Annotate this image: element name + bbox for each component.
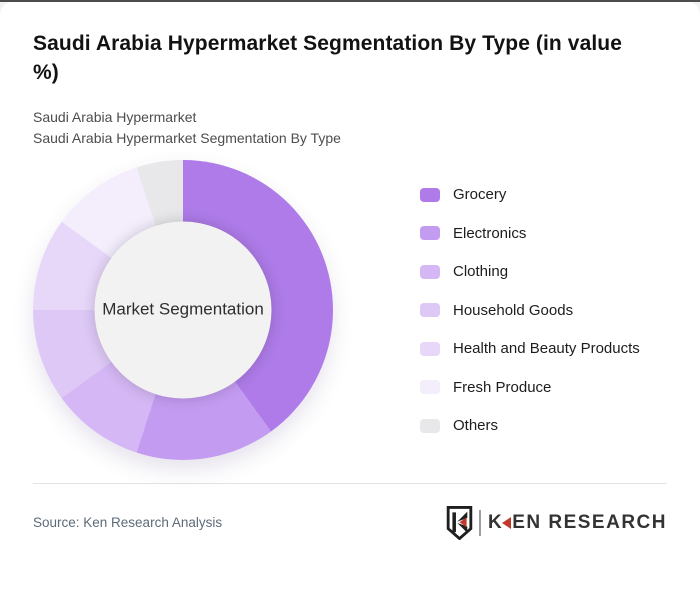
logo-wordmark-k: K <box>487 511 504 533</box>
legend-label: Electronics <box>453 224 527 242</box>
legend-label: Fresh Produce <box>453 378 552 396</box>
legend-label: Household Goods <box>453 301 574 319</box>
donut-chart: Market Segmentation <box>33 159 333 460</box>
ken-research-logo: K EN RESEARCH <box>445 505 667 540</box>
legend-item-clothing: Clothing <box>420 260 640 284</box>
subtitle-line-1: Saudi Arabia Hypermarket <box>33 108 197 125</box>
subtitle-block: Saudi Arabia Hypermarket Saudi Arabia Hy… <box>33 107 667 149</box>
legend-label: Health and Beauty Products <box>453 340 640 358</box>
logo-wordmark-rest: EN RESEARCH <box>512 511 667 533</box>
legend-swatch <box>420 187 440 202</box>
logo-red-triangle-icon <box>502 516 512 529</box>
footer-divider <box>33 482 667 484</box>
legend-item-grocery: Grocery <box>420 183 640 207</box>
legend-swatch <box>420 380 440 395</box>
legend-item-fresh-produce: Fresh Produce <box>420 375 640 399</box>
window-top-edge <box>0 0 700 2</box>
chart-legend: Grocery Electronics Clothing Household G… <box>420 160 640 438</box>
legend-item-others: Others <box>420 414 640 438</box>
legend-item-electronics: Electronics <box>420 221 640 245</box>
source-attribution: Source: Ken Research Analysis <box>33 515 223 531</box>
logo-divider-bar <box>478 509 481 536</box>
legend-swatch <box>420 418 440 433</box>
ken-research-shield-icon <box>446 505 473 540</box>
legend-item-health-beauty: Health and Beauty Products <box>420 337 640 361</box>
legend-label: Others <box>453 417 499 435</box>
donut-center: Market Segmentation <box>94 221 272 399</box>
legend-swatch <box>420 226 440 241</box>
legend-label: Clothing <box>453 263 509 281</box>
legend-swatch <box>420 303 440 318</box>
chart-area: Market Segmentation Grocery Electronics … <box>33 159 667 460</box>
legend-label: Grocery <box>453 186 507 204</box>
legend-swatch <box>420 264 440 279</box>
legend-item-household-goods: Household Goods <box>420 298 640 322</box>
logo-wordmark: K EN RESEARCH <box>488 512 667 534</box>
donut-center-label: Market Segmentation <box>102 299 264 319</box>
page-title: Saudi Arabia Hypermarket Segmentation By… <box>33 32 622 84</box>
footer: Source: Ken Research Analysis K EN RESEA… <box>33 505 667 540</box>
subtitle-line-2: Saudi Arabia Hypermarket Segmentation By… <box>33 129 341 146</box>
legend-swatch <box>420 341 440 356</box>
